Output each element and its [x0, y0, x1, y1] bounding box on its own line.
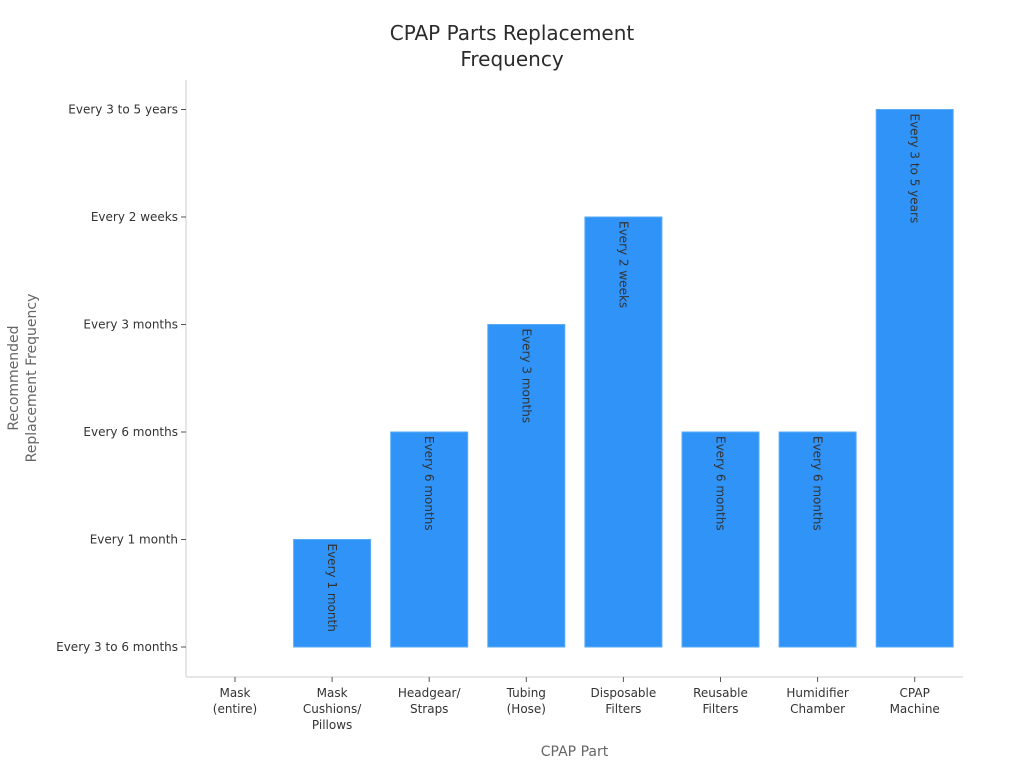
- bar: [875, 109, 954, 648]
- x-tick-label: Disposable Filters: [591, 686, 657, 716]
- bar-value-label: Every 3 to 5 years: [908, 114, 922, 224]
- bar-value-label: Every 1 month: [325, 544, 339, 632]
- bar: [778, 431, 857, 648]
- x-tick-label: Headgear/Straps: [398, 686, 462, 716]
- bar: [390, 431, 469, 648]
- bar: [584, 216, 663, 648]
- y-tick-label: Every 6 months: [83, 425, 178, 439]
- x-tick-label: Mask Cushions/Pillows: [303, 686, 362, 732]
- y-tick-label: Every 3 to 6 months: [56, 640, 178, 654]
- bar: [487, 324, 566, 648]
- y-tick-label: Every 3 to 5 years: [68, 103, 178, 117]
- y-tick-label: Every 3 months: [83, 318, 178, 332]
- bar-value-label: Every 2 weeks: [616, 221, 630, 308]
- x-axis-title: CPAP Part: [541, 744, 609, 760]
- bar-value-label: Every 6 months: [811, 436, 825, 531]
- x-tick-label: Mask (entire): [213, 686, 257, 716]
- y-tick-label: Every 2 weeks: [91, 210, 178, 224]
- bar-value-label: Every 3 months: [519, 329, 533, 424]
- bar-value-label: Every 6 months: [714, 436, 728, 531]
- y-tick-label: Every 1 month: [90, 533, 178, 547]
- bar: [293, 539, 372, 648]
- y-axis-title: Recommended Replacement Frequency: [6, 294, 40, 463]
- x-tick-label: Reusable Filters: [693, 686, 748, 716]
- x-tick-label: Humidifier Chamber: [786, 686, 849, 716]
- chart-title-line-1: CPAP Parts Replacement: [389, 21, 635, 45]
- bar: [681, 431, 760, 648]
- x-tick-label: Tubing (Hose): [506, 686, 546, 716]
- chart-title-line-2: Frequency: [460, 47, 564, 71]
- x-tick-label: CPAP Machine: [890, 686, 940, 716]
- bar-value-label: Every 6 months: [422, 436, 436, 531]
- chart-title: CPAP Parts Replacement Frequency: [0, 20, 1024, 72]
